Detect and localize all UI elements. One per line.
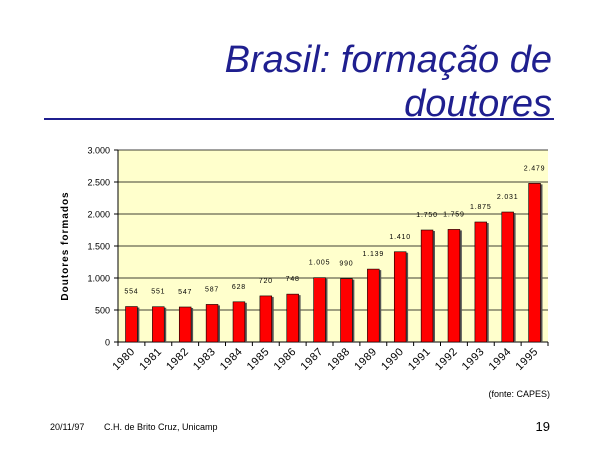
data-label: 720 — [259, 278, 273, 285]
y-tick-label: 1.000 — [87, 274, 110, 284]
x-tick-label: 1990 — [379, 346, 406, 373]
bar — [205, 304, 219, 343]
footer-date: 20/11/97 — [50, 422, 85, 432]
y-tick-label: 3.000 — [87, 146, 110, 156]
bar — [420, 229, 434, 343]
data-label: 1.410 — [389, 234, 411, 241]
y-tick-label: 1.500 — [87, 242, 110, 252]
x-tick-label: 1980 — [110, 346, 137, 373]
x-tick-label: 1984 — [218, 346, 245, 373]
data-label: 1.750 — [416, 212, 438, 219]
x-tick-label: 1989 — [352, 346, 379, 373]
bar — [447, 229, 461, 343]
bar — [232, 301, 246, 343]
x-tick-label: 1987 — [298, 346, 325, 373]
y-axis-label: Doutores formados — [60, 191, 71, 300]
bar — [259, 295, 273, 343]
data-label: 2.479 — [524, 165, 546, 172]
x-tick-label: 1986 — [272, 346, 299, 373]
data-label: 1.875 — [470, 204, 492, 211]
data-label: 587 — [205, 286, 219, 293]
y-tick-label: 500 — [95, 306, 110, 316]
x-tick-label: 1995 — [513, 346, 540, 373]
x-tick-label: 1982 — [164, 346, 191, 373]
y-tick-label: 2.500 — [87, 178, 110, 188]
bar — [474, 221, 488, 343]
x-tick-label: 1981 — [137, 346, 164, 373]
bar — [178, 306, 192, 343]
bar — [501, 211, 514, 343]
bar — [286, 293, 299, 343]
data-label: 1.139 — [363, 251, 385, 258]
bar — [367, 268, 380, 343]
bar — [152, 306, 165, 343]
bar — [393, 251, 407, 343]
data-label: 551 — [151, 289, 165, 296]
source-note: (fonte: CAPES) — [488, 389, 550, 399]
data-label: 2.031 — [497, 194, 519, 201]
data-label: 748 — [286, 276, 300, 283]
data-label: 990 — [339, 261, 353, 268]
x-tick-label: 1992 — [433, 346, 460, 373]
x-tick-label: 1994 — [487, 346, 514, 373]
y-tick-label: 2.000 — [87, 210, 110, 220]
bar — [125, 306, 138, 343]
title-divider — [44, 118, 554, 120]
data-label: 547 — [178, 289, 192, 296]
slide-title: Brasil: formação de doutores — [224, 39, 552, 125]
data-label: 1.759 — [443, 211, 465, 218]
data-label: 628 — [232, 284, 246, 291]
x-tick-label: 1988 — [325, 346, 352, 373]
data-label: 1.005 — [309, 260, 331, 267]
bar — [528, 183, 541, 343]
footer-author: C.H. de Brito Cruz, Unicamp — [104, 422, 218, 432]
bar — [313, 277, 326, 343]
y-tick-label: 0 — [105, 338, 110, 348]
x-tick-label: 1993 — [460, 346, 487, 373]
x-tick-label: 1983 — [191, 346, 218, 373]
bar — [340, 278, 353, 343]
x-tick-label: 1985 — [245, 346, 272, 373]
page-number: 19 — [535, 419, 550, 434]
x-tick-label: 1991 — [406, 346, 433, 373]
data-label: 554 — [124, 289, 138, 296]
